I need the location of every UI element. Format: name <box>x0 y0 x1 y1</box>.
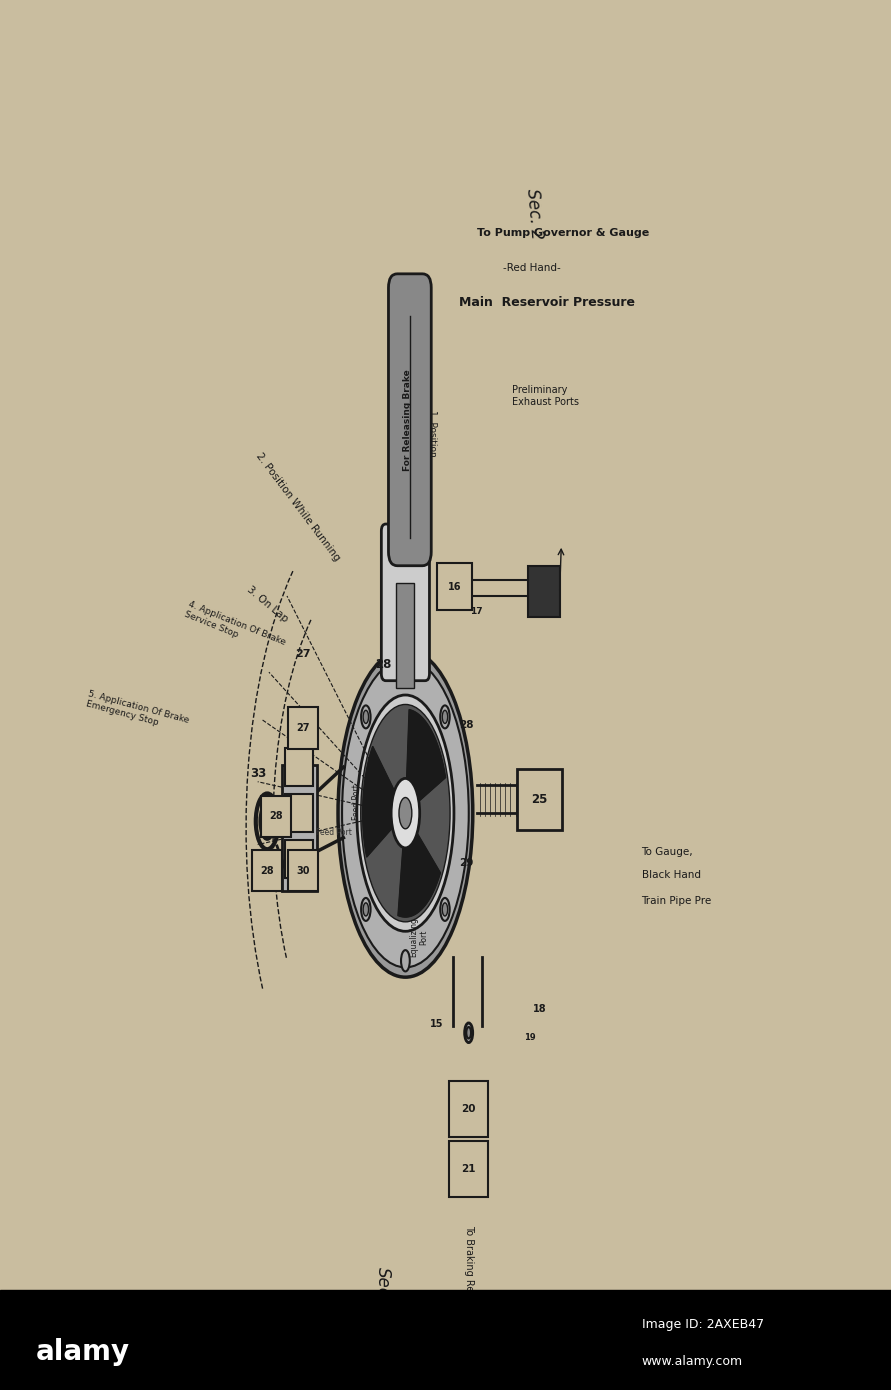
FancyBboxPatch shape <box>285 748 314 785</box>
Text: 28: 28 <box>460 720 474 730</box>
Text: 27: 27 <box>296 723 310 733</box>
Ellipse shape <box>364 904 369 916</box>
Polygon shape <box>405 709 446 813</box>
Text: 20: 20 <box>462 1104 476 1115</box>
Text: 1. Position: 1. Position <box>428 410 437 457</box>
Text: To Gauge,: To Gauge, <box>642 847 693 856</box>
FancyBboxPatch shape <box>252 849 282 891</box>
Ellipse shape <box>464 1023 473 1042</box>
Text: 15: 15 <box>430 1019 444 1029</box>
Text: Image ID: 2AXEB47: Image ID: 2AXEB47 <box>642 1319 764 1332</box>
Text: 16: 16 <box>447 581 462 592</box>
FancyBboxPatch shape <box>518 769 562 830</box>
Text: 2. Position While Running: 2. Position While Running <box>254 452 342 563</box>
Ellipse shape <box>440 705 450 728</box>
Text: Sec: Sec <box>374 1266 392 1297</box>
Ellipse shape <box>466 1027 471 1038</box>
Text: Feed Port: Feed Port <box>316 828 352 837</box>
Ellipse shape <box>401 655 410 676</box>
FancyBboxPatch shape <box>261 795 291 837</box>
Text: 4. Application Of Brake
Service Stop: 4. Application Of Brake Service Stop <box>183 599 287 657</box>
Ellipse shape <box>338 649 473 977</box>
Ellipse shape <box>361 898 371 922</box>
Text: For Releasing Brake: For Releasing Brake <box>403 368 412 471</box>
Text: Equalizing
Port: Equalizing Port <box>409 917 429 956</box>
Ellipse shape <box>357 695 454 931</box>
Text: To Braking Reservoir: To Braking Reservoir <box>463 1225 474 1325</box>
Text: 27: 27 <box>295 649 311 659</box>
FancyBboxPatch shape <box>449 1141 488 1197</box>
Polygon shape <box>398 813 440 917</box>
Text: 18: 18 <box>533 1004 546 1013</box>
Ellipse shape <box>361 705 450 922</box>
Ellipse shape <box>364 710 369 723</box>
Text: To Pump Governor & Gauge: To Pump Governor & Gauge <box>477 228 649 238</box>
Text: 33: 33 <box>250 767 266 780</box>
FancyBboxPatch shape <box>449 1081 488 1137</box>
Ellipse shape <box>361 705 371 728</box>
FancyBboxPatch shape <box>528 566 560 617</box>
Text: 21: 21 <box>462 1163 476 1175</box>
Ellipse shape <box>401 951 410 972</box>
Text: 28: 28 <box>260 866 274 876</box>
Text: Sec. 2: Sec. 2 <box>523 188 546 240</box>
Text: Train Pipe Pre: Train Pipe Pre <box>642 895 712 905</box>
Ellipse shape <box>442 904 447 916</box>
FancyBboxPatch shape <box>288 849 318 891</box>
Text: -Red Hand-: -Red Hand- <box>503 263 561 272</box>
Text: 30: 30 <box>296 866 310 876</box>
Text: 3. On Lap: 3. On Lap <box>245 585 290 624</box>
FancyBboxPatch shape <box>381 524 429 681</box>
Text: Feed Port: Feed Port <box>352 784 361 820</box>
Text: Black Hand: Black Hand <box>642 870 700 880</box>
Ellipse shape <box>391 778 420 848</box>
FancyBboxPatch shape <box>437 563 472 610</box>
Text: 25: 25 <box>531 792 548 806</box>
FancyBboxPatch shape <box>282 765 317 891</box>
Ellipse shape <box>399 798 412 828</box>
Ellipse shape <box>442 710 447 723</box>
FancyBboxPatch shape <box>288 708 318 749</box>
Ellipse shape <box>342 659 469 967</box>
FancyBboxPatch shape <box>388 274 431 566</box>
Text: Main  Reservoir Pressure: Main Reservoir Pressure <box>459 296 635 309</box>
Text: 28: 28 <box>269 812 283 821</box>
Text: 29: 29 <box>460 858 474 867</box>
Ellipse shape <box>440 898 450 922</box>
Text: www.alamy.com: www.alamy.com <box>642 1355 742 1369</box>
Text: 5. Application Of Brake
Emergency Stop: 5. Application Of Brake Emergency Stop <box>85 689 191 734</box>
Text: 28: 28 <box>375 659 391 671</box>
Text: 19: 19 <box>524 1033 535 1041</box>
Text: 17: 17 <box>470 607 483 616</box>
FancyBboxPatch shape <box>285 795 314 831</box>
Bar <box>0 1290 891 1390</box>
FancyBboxPatch shape <box>285 841 314 878</box>
Bar <box>396 584 414 688</box>
Text: alamy: alamy <box>36 1339 130 1366</box>
Polygon shape <box>363 746 405 858</box>
Text: Preliminary
Exhaust Ports: Preliminary Exhaust Ports <box>512 385 579 407</box>
